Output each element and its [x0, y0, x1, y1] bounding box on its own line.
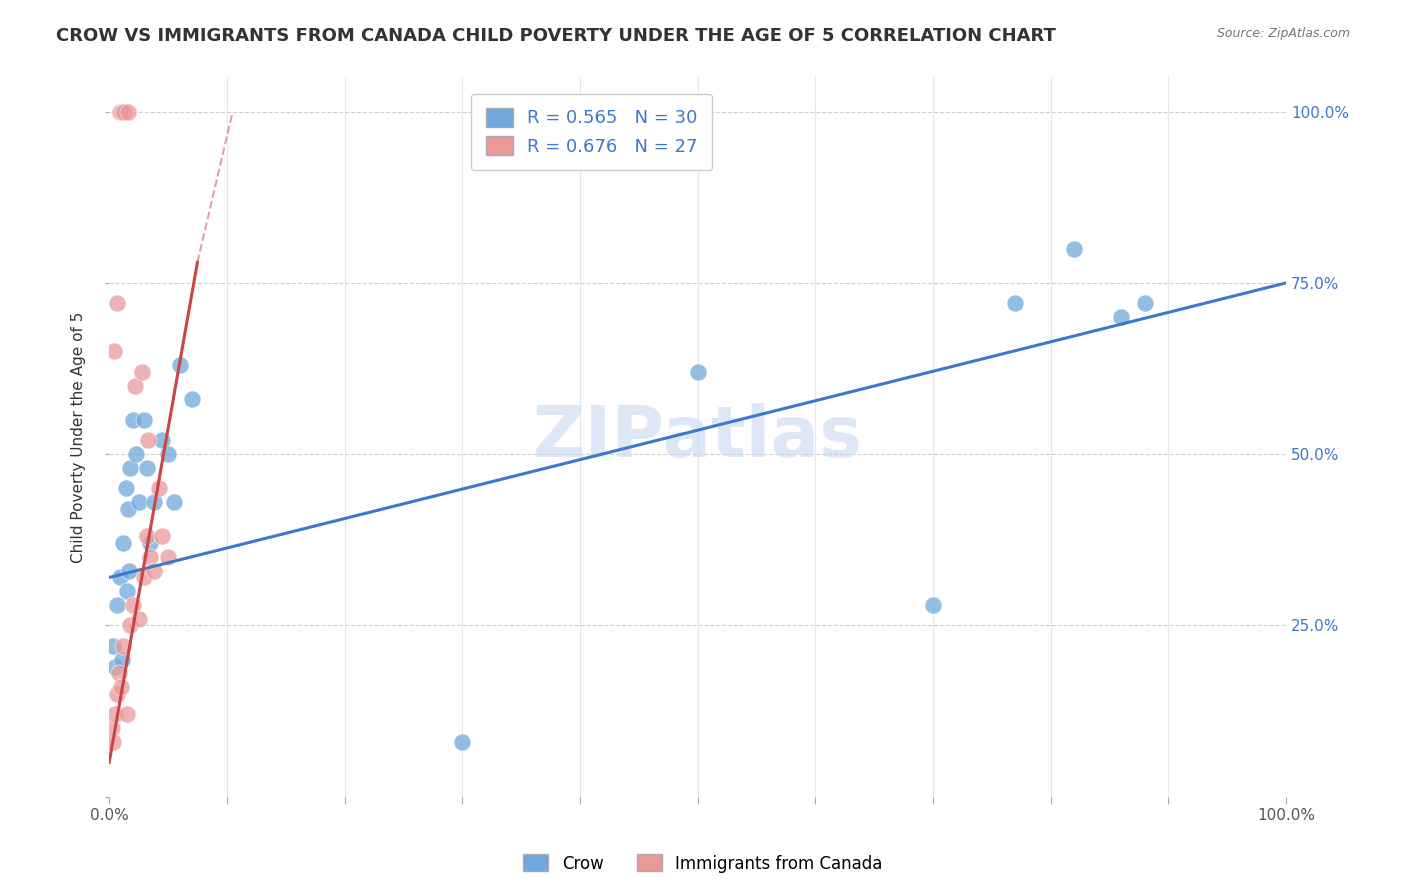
Point	[105, 296, 128, 310]
Point	[115, 707, 138, 722]
Point	[142, 564, 165, 578]
Point	[1109, 310, 1132, 325]
Point	[124, 378, 146, 392]
Point	[112, 536, 135, 550]
Point	[101, 639, 124, 653]
Point	[156, 447, 179, 461]
Point	[110, 680, 132, 694]
Point	[118, 564, 141, 578]
Point	[103, 344, 125, 359]
Point	[107, 666, 129, 681]
Point	[114, 104, 136, 119]
Point	[125, 447, 148, 461]
Point	[139, 536, 162, 550]
Point	[108, 104, 131, 119]
Point	[105, 687, 128, 701]
Point	[120, 461, 142, 475]
Text: Source: ZipAtlas.com: Source: ZipAtlas.com	[1216, 27, 1350, 40]
Point	[101, 735, 124, 749]
Point	[120, 618, 142, 632]
Point	[121, 413, 143, 427]
Point	[128, 611, 150, 625]
Point	[451, 735, 474, 749]
Y-axis label: Child Poverty Under the Age of 5: Child Poverty Under the Age of 5	[72, 311, 86, 563]
Point	[111, 104, 134, 119]
Text: CROW VS IMMIGRANTS FROM CANADA CHILD POVERTY UNDER THE AGE OF 5 CORRELATION CHAR: CROW VS IMMIGRANTS FROM CANADA CHILD POV…	[56, 27, 1056, 45]
Point	[104, 659, 127, 673]
Point	[150, 529, 173, 543]
Point	[142, 495, 165, 509]
Point	[163, 495, 186, 509]
Legend: R = 0.565   N = 30, R = 0.676   N = 27: R = 0.565 N = 30, R = 0.676 N = 27	[471, 94, 713, 170]
Point	[1133, 296, 1156, 310]
Point	[112, 639, 135, 653]
Point	[117, 502, 139, 516]
Point	[180, 392, 202, 407]
Point	[114, 482, 136, 496]
Text: ZIPatlas: ZIPatlas	[533, 402, 863, 472]
Legend: Crow, Immigrants from Canada: Crow, Immigrants from Canada	[517, 847, 889, 880]
Point	[1063, 242, 1085, 256]
Point	[150, 434, 173, 448]
Point	[100, 721, 122, 735]
Point	[104, 707, 127, 722]
Point	[108, 570, 131, 584]
Point	[169, 358, 191, 372]
Point	[1004, 296, 1026, 310]
Point	[156, 549, 179, 564]
Point	[121, 598, 143, 612]
Point	[134, 413, 156, 427]
Point	[135, 529, 157, 543]
Point	[105, 598, 128, 612]
Point	[115, 584, 138, 599]
Point	[139, 549, 162, 564]
Point	[686, 365, 709, 379]
Point	[148, 482, 170, 496]
Point	[922, 598, 945, 612]
Point	[128, 495, 150, 509]
Point	[111, 653, 134, 667]
Point	[135, 461, 157, 475]
Point	[136, 434, 159, 448]
Point	[134, 570, 156, 584]
Point	[131, 365, 153, 379]
Point	[117, 104, 139, 119]
